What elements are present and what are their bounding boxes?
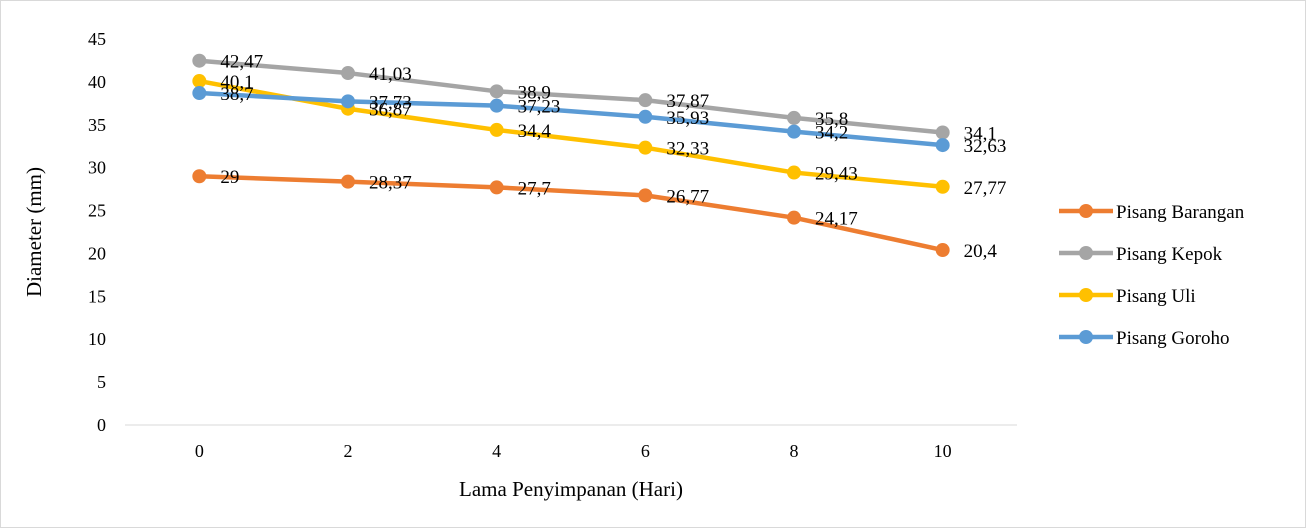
data-label: 41,03	[369, 64, 412, 85]
data-label: 37,87	[666, 91, 709, 112]
legend-item: Pisang Goroho	[1059, 328, 1229, 349]
data-label: 32,33	[666, 139, 709, 160]
data-point	[341, 174, 355, 189]
y-tick-label: 10	[88, 329, 106, 349]
y-tick-label: 45	[88, 29, 106, 49]
data-label: 37,73	[369, 92, 412, 113]
data-point	[192, 86, 207, 101]
data-point	[935, 243, 950, 258]
x-tick-label: 6	[641, 441, 650, 461]
series-pisang-uli	[192, 74, 950, 194]
data-point	[489, 98, 504, 113]
data-label: 29	[220, 167, 239, 188]
data-label: 27,7	[518, 178, 551, 199]
data-point	[787, 165, 801, 180]
x-tick-label: 0	[195, 441, 204, 461]
legend-label: Pisang Kepok	[1116, 244, 1223, 265]
data-label: 37,23	[518, 97, 561, 118]
series-line	[197, 173, 945, 253]
data-point	[638, 140, 653, 155]
data-label: 24,17	[815, 209, 858, 230]
series-line	[197, 58, 945, 135]
series-line	[197, 78, 945, 190]
data-point	[192, 74, 207, 89]
x-tick-label: 10	[934, 441, 952, 461]
data-point	[787, 210, 801, 225]
legend-marker	[1079, 288, 1093, 302]
data-label: 34,4	[518, 121, 552, 142]
data-point	[935, 125, 950, 140]
data-label: 26,77	[666, 186, 709, 207]
data-label: 34,1	[964, 123, 997, 144]
data-label: 35,8	[815, 109, 848, 130]
x-tick-label: 2	[344, 441, 353, 461]
data-point	[489, 84, 504, 99]
data-label: 29,43	[815, 164, 858, 185]
x-axis-title: Lama Penyimpanan (Hari)	[459, 477, 683, 501]
series-line	[197, 90, 945, 148]
data-point	[935, 138, 950, 153]
series-pisang-barangan	[192, 169, 950, 258]
series-pisang-kepok	[192, 53, 950, 140]
legend-label: Pisang Uli	[1116, 286, 1196, 307]
y-tick-label: 35	[88, 115, 106, 135]
data-point	[787, 110, 801, 125]
y-tick-label: 30	[88, 158, 106, 178]
data-label: 40,1	[220, 72, 253, 93]
y-tick-label: 40	[88, 72, 106, 92]
y-tick-label: 0	[97, 415, 106, 435]
legend: Pisang Barangan Pisang Kepok Pisang Uli Pis…	[1059, 202, 1245, 349]
y-tick-label: 5	[97, 372, 106, 392]
legend-marker	[1079, 246, 1093, 260]
data-point	[638, 109, 653, 124]
series-layer	[192, 53, 950, 258]
y-axis-title: Diameter (mm)	[22, 167, 46, 297]
x-tick-label: 8	[790, 441, 799, 461]
data-label: 36,87	[369, 100, 412, 121]
data-point	[787, 124, 801, 139]
data-point	[935, 179, 950, 194]
data-label: 35,93	[666, 108, 709, 129]
data-point	[192, 53, 207, 68]
data-label: 42,47	[220, 52, 263, 73]
data-point	[192, 169, 207, 184]
data-point	[489, 180, 504, 195]
legend-item: Pisang Uli	[1059, 286, 1196, 307]
y-tick-label: 25	[88, 201, 106, 221]
data-label: 20,4	[964, 241, 998, 262]
legend-item: Pisang Kepok	[1059, 244, 1223, 265]
data-point	[638, 188, 653, 203]
series-pisang-goroho	[192, 86, 950, 153]
legend-item: Pisang Barangan	[1059, 202, 1245, 223]
axes: 0 5 10 15 20 25 30 35 40 45 0 2 4 6 8 10	[88, 29, 1017, 461]
data-label: 27,77	[964, 178, 1007, 199]
data-label: 32,63	[964, 136, 1007, 157]
data-point	[341, 66, 355, 81]
legend-marker	[1079, 330, 1093, 344]
data-label: 38,7	[220, 84, 253, 105]
data-label: 34,2	[815, 123, 848, 144]
data-point	[638, 93, 653, 108]
y-tick-label: 20	[88, 243, 106, 263]
legend-marker	[1079, 204, 1093, 218]
legend-label: Pisang Barangan	[1116, 202, 1245, 223]
legend-label: Pisang Goroho	[1116, 328, 1229, 349]
y-tick-label: 15	[88, 286, 106, 306]
data-label: 38,9	[518, 82, 551, 103]
x-tick-label: 4	[492, 441, 501, 461]
data-label: 28,37	[369, 173, 412, 194]
data-point	[341, 94, 355, 109]
data-point	[489, 122, 504, 137]
